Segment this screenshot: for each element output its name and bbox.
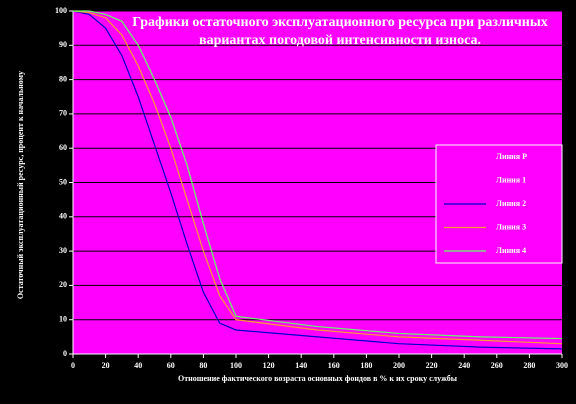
x-tick-label: 60: [167, 361, 175, 370]
y-tick-label: 20: [59, 280, 67, 289]
legend-label: Линия Р: [496, 152, 527, 161]
x-tick-label: 200: [393, 361, 405, 370]
y-axis-label: Остаточный эксплуатационный ресурс, проц…: [16, 70, 25, 300]
y-tick-label: 0: [63, 349, 67, 358]
x-tick-label: 120: [263, 361, 275, 370]
y-tick-label: 40: [59, 212, 67, 221]
y-tick-label: 10: [59, 315, 67, 324]
legend-label: Линия 4: [496, 246, 526, 255]
y-tick-label: 70: [59, 109, 67, 118]
x-tick-label: 80: [199, 361, 207, 370]
x-tick-label: 240: [458, 361, 470, 370]
x-tick-label: 100: [230, 361, 242, 370]
legend-label: Линия 3: [496, 222, 526, 231]
y-tick-label: 30: [59, 246, 67, 255]
line-series: [73, 10, 563, 340]
x-tick-label: 220: [426, 361, 438, 370]
line-series: [72, 10, 563, 345]
x-tick-label: 40: [134, 361, 142, 370]
line-series: [72, 10, 563, 350]
x-axis-label: Отношение фактического возраста основных…: [177, 374, 458, 383]
y-tick-label: 90: [59, 40, 67, 49]
x-tick-label: 280: [523, 361, 535, 370]
y-tick-label: 100: [55, 6, 67, 15]
y-tick-label: 80: [59, 74, 67, 83]
y-tick-label: 50: [59, 177, 67, 186]
y-tick-label: 60: [59, 143, 67, 152]
x-tick-label: 140: [295, 361, 307, 370]
chart-title: Графики остаточного эксплуатационного ре…: [132, 15, 548, 48]
x-tick-label: 180: [360, 361, 372, 370]
x-tick-label: 20: [102, 361, 110, 370]
legend-label: Линия 1: [496, 175, 526, 184]
legend-label: Линия 2: [496, 199, 526, 208]
x-tick-label: 260: [491, 361, 503, 370]
x-tick-label: 300: [556, 361, 568, 370]
x-tick-label: 0: [71, 361, 75, 370]
x-tick-label: 160: [328, 361, 340, 370]
